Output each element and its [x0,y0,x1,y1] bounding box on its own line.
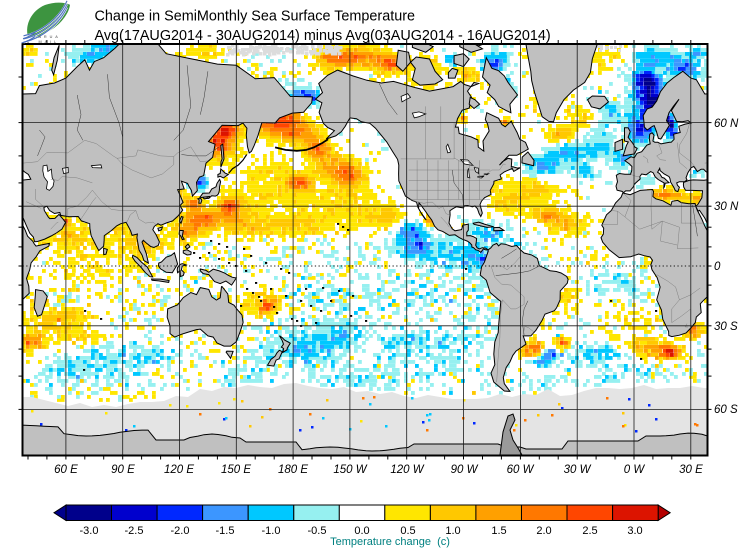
svg-text:-1.5: -1.5 [216,525,235,537]
svg-text:30 N: 30 N [714,201,739,213]
svg-text:30 W: 30 W [564,464,592,476]
svg-text:Avg(17AUG2014 - 30AUG2014) min: Avg(17AUG2014 - 30AUG2014) minus Avg(03A… [95,28,551,44]
svg-text:120 W: 120 W [390,464,424,476]
svg-text:MAIL: MAIL [39,40,59,44]
svg-text:-0.5: -0.5 [308,525,327,537]
svg-text:1.5: 1.5 [491,525,506,537]
svg-text:Temperature change (c): Temperature change (c) [330,536,450,548]
svg-text:60 W: 60 W [507,464,535,476]
svg-text:-2.0: -2.0 [171,525,190,537]
svg-text:150 W: 150 W [333,464,367,476]
svg-text:-3.0: -3.0 [80,525,99,537]
svg-text:1.0: 1.0 [445,525,460,537]
svg-text:60 N: 60 N [714,118,739,130]
svg-text:60 S: 60 S [714,404,738,416]
svg-text:0: 0 [714,261,721,273]
svg-text:60 E: 60 E [54,464,78,476]
svg-text:-2.5: -2.5 [125,525,144,537]
svg-text:0.5: 0.5 [400,525,415,537]
svg-text:30 S: 30 S [714,321,738,333]
svg-text:ARUA: ARUA [39,35,61,39]
svg-text:90 E: 90 E [111,464,135,476]
svg-text:2.5: 2.5 [582,525,597,537]
svg-text:30 E: 30 E [679,464,703,476]
svg-text:180 E: 180 E [278,464,308,476]
svg-text:120 E: 120 E [164,464,194,476]
svg-text:2.0: 2.0 [536,525,551,537]
svg-text:0 W: 0 W [624,464,646,476]
svg-text:Change in SemiMonthly Sea Surf: Change in SemiMonthly Sea Surface Temper… [95,9,416,25]
svg-text:90 W: 90 W [451,464,479,476]
svg-text:150 E: 150 E [221,464,251,476]
svg-text:3.0: 3.0 [627,525,642,537]
svg-text:0.0: 0.0 [354,525,369,537]
svg-text:-1.0: -1.0 [262,525,281,537]
